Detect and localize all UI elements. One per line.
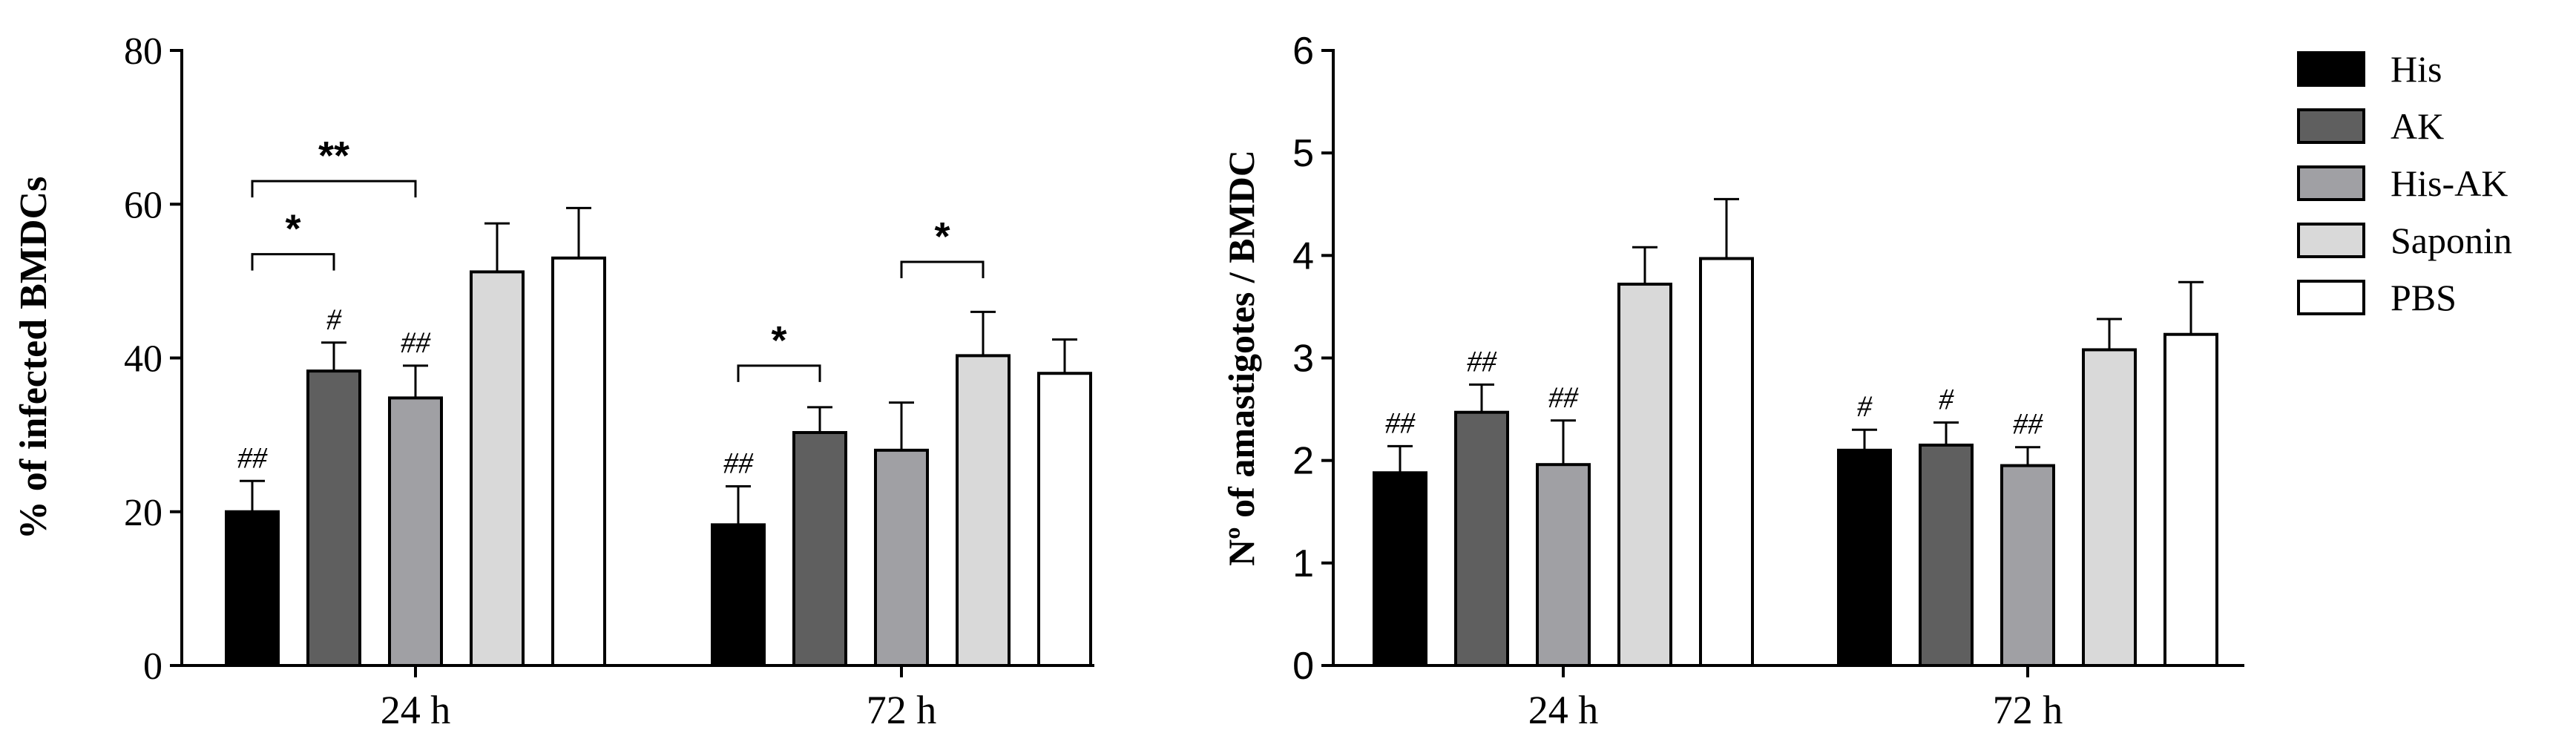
bar-saponin-72-h [2082, 348, 2137, 667]
bar-his-72-h [1837, 448, 1892, 667]
y-tick-label: 1 [1292, 542, 1314, 585]
significance-bracket [900, 260, 985, 278]
y-tick-label: 3 [1292, 338, 1314, 381]
significance-mark: # [326, 303, 342, 336]
legend-swatch-saponin [2297, 223, 2365, 258]
bar-his-24-h [1373, 471, 1427, 667]
significance-bracket [251, 180, 417, 198]
x-tick-label-72-h: 72 h [1993, 688, 2063, 732]
y-axis-label: % of infected BMDCs [13, 177, 55, 540]
y-tick-label: 80 [124, 30, 162, 73]
significance-star: * [285, 207, 300, 252]
significance-star: * [771, 318, 786, 363]
y-tick-label: 5 [1292, 132, 1314, 175]
legend: His AK His-AK Saponin PBS [2297, 48, 2512, 318]
significance-mark: # [1939, 383, 1954, 416]
legend-swatch-pbs [2297, 280, 2365, 315]
bar-ak-72-h [792, 431, 847, 667]
bar-saponin-24-h [470, 270, 525, 667]
significance-mark: ## [2013, 407, 2043, 441]
y-tick-label: 2 [1292, 440, 1314, 483]
significance-bracket [251, 253, 335, 271]
significance-mark: ## [1548, 381, 1579, 414]
legend-label-his: His [2391, 48, 2442, 90]
bar-ak-24-h [306, 369, 361, 667]
bar-pbs-72-h [1037, 372, 1092, 667]
bar-his-ak-72-h [874, 448, 929, 667]
x-tick-label-72-h: 72 h [867, 688, 937, 732]
significance-bracket [737, 364, 821, 382]
significance-mark: ## [1385, 406, 1416, 439]
significance-star: ** [318, 134, 349, 178]
significance-mark: ## [401, 326, 431, 359]
y-tick-label: 20 [124, 492, 162, 534]
significance-mark: # [1857, 389, 1873, 423]
bar-his-ak-24-h [388, 396, 443, 667]
bar-ak-24-h [1454, 410, 1509, 667]
significance-mark: ## [237, 441, 268, 474]
y-tick-label: 0 [1292, 645, 1314, 688]
y-axis-label: Nº of amastigotes / BMDC [1220, 150, 1262, 566]
y-tick-label: 60 [124, 184, 162, 226]
x-tick-label-24-h: 24 h [1528, 688, 1599, 732]
legend-label-his-ak: His-AK [2391, 162, 2508, 204]
y-tick-label: 0 [143, 645, 162, 688]
significance-mark: ## [723, 447, 754, 480]
bar-saponin-24-h [1617, 283, 1672, 667]
bar-saponin-72-h [956, 354, 1011, 667]
significance-mark: ## [1467, 344, 1497, 378]
bar-his-24-h [225, 510, 280, 667]
bar-pbs-24-h [551, 256, 606, 668]
bar-his-ak-24-h [1536, 463, 1591, 668]
legend-swatch-his-ak [2297, 165, 2365, 201]
bar-his-72-h [711, 523, 766, 668]
legend-swatch-his [2297, 51, 2365, 87]
significance-star: * [934, 214, 950, 259]
bar-ak-72-h [1919, 443, 1974, 667]
x-tick-label-24-h: 24 h [381, 688, 451, 732]
y-tick-label: 4 [1292, 234, 1314, 277]
legend-label-saponin: Saponin [2391, 220, 2512, 261]
legend-label-ak: AK [2391, 105, 2444, 147]
y-tick-label: 6 [1292, 30, 1314, 73]
legend-label-pbs: PBS [2391, 277, 2457, 318]
y-tick-label: 40 [124, 338, 162, 381]
bar-pbs-24-h [1699, 257, 1754, 667]
bar-pbs-72-h [2163, 332, 2218, 667]
bar-his-ak-72-h [2000, 464, 2055, 667]
legend-swatch-ak [2297, 108, 2365, 144]
